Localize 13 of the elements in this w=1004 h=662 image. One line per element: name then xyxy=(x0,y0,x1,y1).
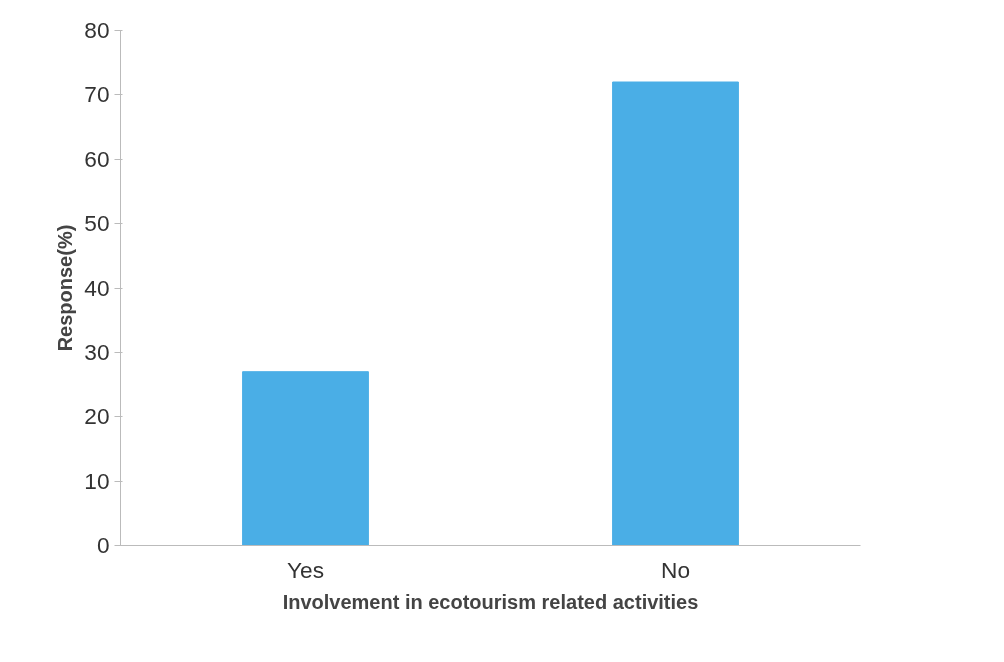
x-tick-label: Yes xyxy=(287,556,324,583)
y-tick-label: 10 xyxy=(84,467,110,494)
y-axis-title: Response(%) xyxy=(54,224,77,352)
x-axis-title: Involvement in ecotourism related activities xyxy=(282,590,699,613)
y-tick-label: 80 xyxy=(84,17,110,43)
y-tick-label: 20 xyxy=(84,403,110,430)
y-tick-label: 30 xyxy=(84,338,110,365)
y-tick-label: 60 xyxy=(84,145,110,172)
y-tick-label: 0 xyxy=(96,532,110,558)
y-tick-label: 70 xyxy=(84,81,110,108)
y-tick-label: 40 xyxy=(84,274,110,301)
x-tick-label: No xyxy=(661,556,690,583)
y-tick-label: 50 xyxy=(84,210,110,237)
